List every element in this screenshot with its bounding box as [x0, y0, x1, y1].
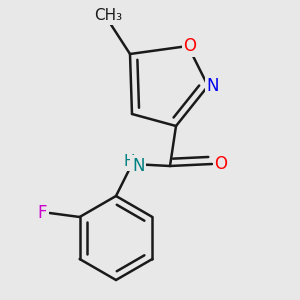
Text: N: N	[132, 157, 145, 175]
Text: O: O	[184, 37, 196, 55]
Text: F: F	[38, 204, 47, 222]
Text: O: O	[214, 155, 227, 173]
Text: H: H	[123, 154, 135, 169]
Text: N: N	[206, 77, 219, 95]
Text: CH₃: CH₃	[94, 8, 122, 23]
